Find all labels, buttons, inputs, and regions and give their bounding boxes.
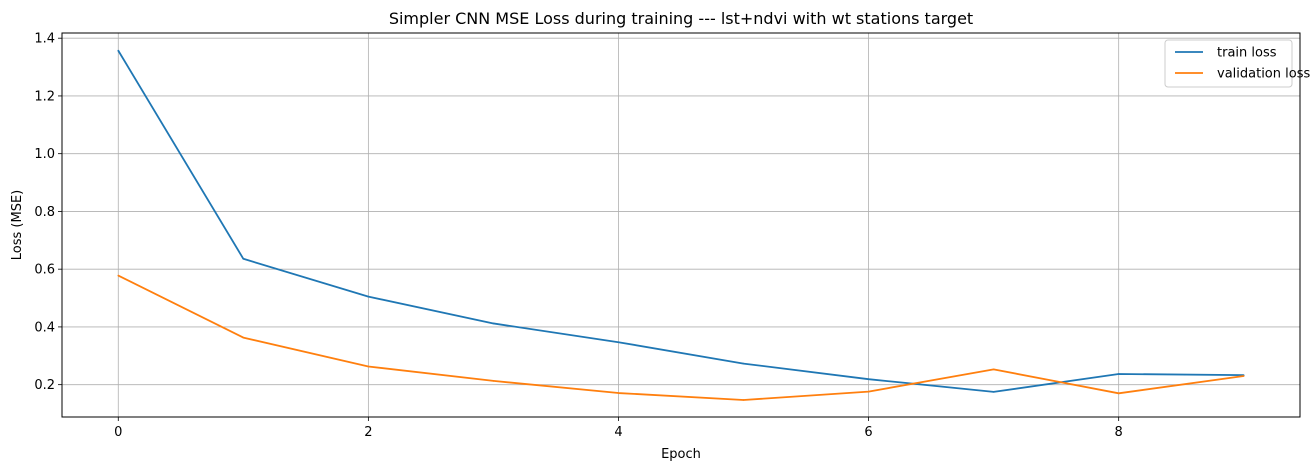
data-point	[492, 322, 495, 325]
data-point	[242, 257, 245, 260]
x-axis: 0 2 4 6 8	[114, 417, 1123, 440]
legend-label: validation loss	[1217, 67, 1310, 82]
data-point	[367, 295, 370, 298]
y-tick-label: 1.4	[34, 32, 55, 47]
series-lines	[117, 49, 1245, 401]
data-point	[1117, 373, 1120, 375]
x-tick-label: 0	[114, 425, 122, 440]
legend: train loss validation loss	[1164, 39, 1310, 88]
x-axis-label: Epoch	[661, 447, 701, 462]
data-point	[617, 392, 620, 394]
data-point	[617, 341, 620, 344]
y-tick-label: 0.8	[34, 205, 55, 220]
y-tick-label: 1.2	[34, 89, 55, 104]
y-axis: 0.2 0.4 0.6 0.8 1.0 1.2 1.4	[34, 32, 62, 393]
data-point	[992, 368, 995, 371]
x-tick-label: 4	[614, 425, 622, 440]
x-tick-label: 6	[864, 425, 872, 440]
chart-title: Simpler CNN MSE Loss during training ---…	[389, 9, 973, 28]
plot-frame	[61, 32, 1301, 418]
x-tick-label: 2	[364, 425, 372, 440]
data-point	[242, 336, 245, 339]
data-point	[117, 274, 120, 277]
data-point	[992, 391, 995, 393]
data-point	[1117, 392, 1120, 395]
legend-label: train loss	[1217, 46, 1277, 61]
y-axis-label: Loss (MSE)	[10, 190, 25, 260]
data-point	[492, 380, 495, 382]
data-point	[117, 49, 120, 52]
data-point	[867, 378, 870, 380]
series-line-validation-loss	[117, 274, 1244, 401]
data-point	[742, 399, 745, 401]
series-line-train-loss	[117, 50, 1244, 393]
data-point	[742, 362, 745, 365]
grid	[62, 33, 1300, 417]
y-tick-label: 1.0	[34, 147, 55, 162]
data-point	[1242, 375, 1245, 377]
y-tick-label: 0.4	[34, 320, 55, 335]
x-tick-label: 8	[1115, 425, 1123, 440]
data-point	[367, 365, 370, 368]
y-tick-label: 0.6	[34, 263, 55, 278]
y-tick-label: 0.2	[34, 378, 55, 393]
data-point	[867, 390, 870, 393]
